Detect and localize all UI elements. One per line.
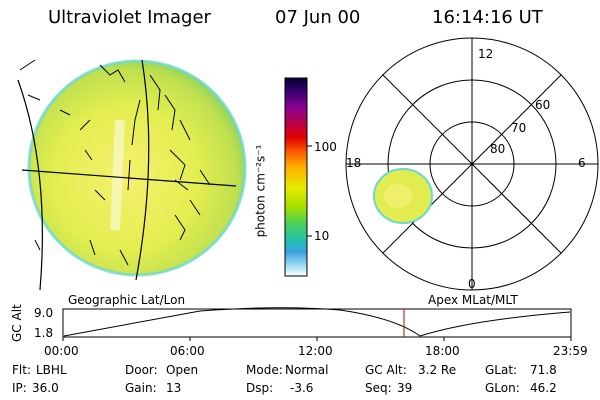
status-glat-label: GLat:	[485, 363, 518, 377]
status-seq-label: Seq:	[365, 381, 392, 395]
status-seq-value: 39	[397, 381, 413, 395]
status-mode-label: Mode:	[246, 363, 283, 377]
status-filter-label: Flt:	[12, 363, 31, 377]
status-door-value: Open	[166, 363, 199, 377]
altitude-xtick-3: 18:00	[425, 344, 460, 358]
altitude-xtick-0: 00:00	[44, 344, 79, 358]
mlt-label-0: 0	[468, 277, 476, 291]
limb-arc	[17, 79, 43, 291]
altitude-xtick-1: 06:00	[170, 344, 205, 358]
lat-label-60: 60	[535, 98, 551, 112]
colorbar-tick-10: 10	[314, 229, 330, 243]
status-glon-label: GLon:	[485, 381, 520, 395]
auroral-disc	[29, 61, 245, 275]
status-gain-value: 13	[166, 381, 182, 395]
polar-panel-label: Apex MLat/MLT	[428, 293, 518, 307]
altitude-ytick-top: 9.0	[34, 306, 54, 320]
status-glat-value: 71.8	[530, 363, 557, 377]
status-gcalt-value: 3.2 Re	[418, 363, 457, 377]
mlt-label-18: 18	[346, 156, 362, 170]
status-glon-value: 46.2	[530, 381, 557, 395]
lat-label-70: 70	[511, 121, 527, 135]
bright-streak	[110, 119, 125, 231]
status-gain-label: Gain:	[125, 381, 157, 395]
status-filter-value: LBHL	[36, 363, 67, 377]
status-dsp-value: -3.6	[290, 381, 314, 395]
status-mode-value: Normal	[285, 363, 329, 377]
status-dsp-label: Dsp:	[246, 381, 274, 395]
status-door-label: Door:	[125, 363, 158, 377]
mlt-label-6: 6	[578, 156, 586, 170]
time-label: 16:14:16 UT	[432, 7, 543, 28]
status-ip-value: 36.0	[32, 381, 59, 395]
altitude-xtick-4: 23:59	[553, 344, 588, 358]
colorbar-tick-100: 100	[314, 140, 337, 154]
instrument-title: Ultraviolet Imager	[48, 7, 211, 28]
lat-label-80: 80	[490, 142, 506, 156]
status-ip-label: IP:	[12, 381, 27, 395]
meridian-line	[135, 59, 150, 281]
status-gcalt-label: GC Alt:	[365, 363, 407, 377]
altitude-ytick-bottom: 1.8	[34, 326, 54, 340]
altitude-curve	[63, 307, 571, 337]
altitude-ylabel: GC Alt	[10, 304, 24, 342]
image-panel-label: Geographic Lat/Lon	[68, 293, 186, 307]
date-label: 07 Jun 00	[275, 7, 361, 28]
colorbar	[284, 77, 312, 277]
mlt-label-12: 12	[478, 47, 494, 61]
altitude-xtick-2: 12:00	[298, 344, 333, 358]
coastline-fragments	[19, 59, 211, 266]
